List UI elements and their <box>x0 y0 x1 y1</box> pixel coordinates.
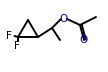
Text: O: O <box>60 14 68 24</box>
Text: F: F <box>6 31 12 41</box>
Text: O: O <box>80 35 88 45</box>
Text: F: F <box>14 41 20 51</box>
